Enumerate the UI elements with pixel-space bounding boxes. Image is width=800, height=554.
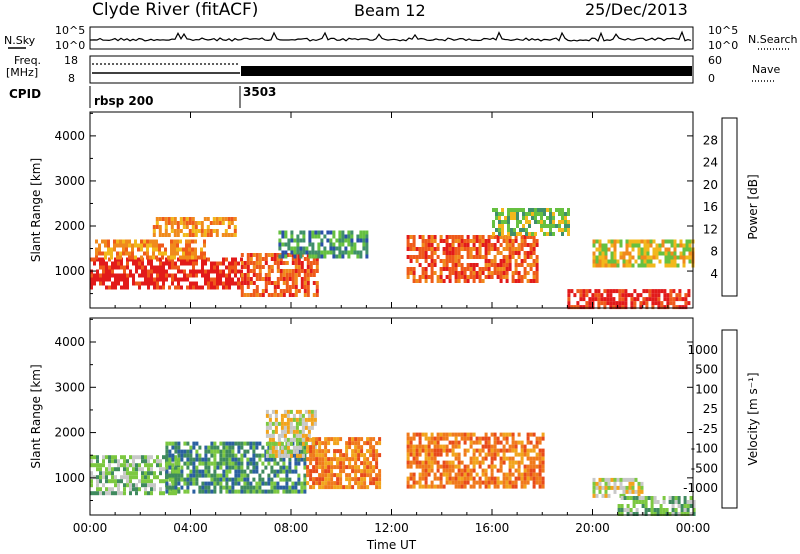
freq-panel-frame (89, 55, 694, 84)
freq-label: Freq. (14, 54, 41, 67)
y-tick-label: 1000 (54, 264, 85, 278)
colorbar-tick-label: -100 (691, 442, 718, 456)
x-tick-label: 00:00 (676, 521, 711, 535)
power-panel: 1000 2000 3000 4000 Slant Range [km] 4 8 12 16 20… (29, 111, 760, 310)
colorbar-tick-label: 28 (703, 133, 718, 147)
echo-region (165, 441, 307, 494)
station-title: Clyde River (fitACF) (92, 0, 258, 20)
nsearch-tick-bottom: 10^0 (708, 39, 738, 52)
nsky-label: N.Sky (4, 34, 36, 47)
colorbar-tick-label: -1000 (683, 481, 718, 495)
x-tick-label: 00:00 (73, 521, 108, 535)
colorbar-label: Velocity [m s⁻¹] (746, 372, 760, 465)
cpid-segment-2: 3503 (243, 85, 276, 99)
colorbar-tick-label: 24 (703, 156, 718, 170)
colorbar-tick-label: -500 (691, 461, 718, 475)
nsky-tick-bottom: 10^0 (55, 39, 85, 52)
y-tick-label: 2000 (54, 426, 85, 440)
echo-region (90, 455, 180, 496)
date-title: 25/Dec/2013 (585, 0, 688, 19)
x-axis-label: Time UT (366, 538, 417, 552)
echo-region (406, 432, 545, 489)
echo-region (95, 239, 206, 260)
freq-unit: [MHz] (6, 66, 38, 79)
nsearch-label: N.Search (748, 33, 798, 46)
colorbar-tick-label: 20 (703, 178, 718, 192)
velocity-panel: 1000 2000 3000 4000 00:00 04:00 08:00 12:00 16:0… (29, 317, 760, 552)
x-tick-label: 20:00 (575, 521, 610, 535)
colorbar-tick-label: -25 (698, 422, 718, 436)
colorbar-tick-label: 25 (703, 402, 718, 416)
colorbar-tick-label: 500 (695, 363, 718, 377)
colorbar-frame (721, 329, 738, 509)
echo-region (278, 230, 369, 259)
y-tick-label: 2000 (54, 219, 85, 233)
colorbar-tick-label: 16 (703, 200, 718, 214)
nave-tick-bottom: 0 (708, 72, 715, 85)
colorbar-tick-label: 8 (710, 245, 718, 259)
echo-region (90, 257, 243, 290)
colorbar-tick-label: 12 (703, 222, 718, 236)
freq-band-late (241, 66, 692, 76)
echo-region (240, 253, 319, 297)
y-tick-label: 3000 (54, 174, 85, 188)
x-tick-label: 12:00 (374, 521, 409, 535)
echo-region (592, 477, 644, 498)
echo-region (406, 235, 539, 283)
y-tick-label: 1000 (54, 471, 85, 485)
x-tick-label: 16:00 (475, 521, 510, 535)
nsky-tick-top: 10^5 (55, 24, 85, 37)
echo-region (152, 217, 237, 237)
colorbar-tick-label: 100 (695, 382, 718, 396)
echo-region (265, 409, 317, 458)
echo-region (617, 496, 696, 516)
cpid-segment-1: rbsp 200 (94, 94, 153, 108)
cpid-label: CPID (9, 87, 41, 101)
y-tick-label: 4000 (54, 129, 85, 143)
echo-region (306, 437, 382, 490)
nsky-trace (90, 30, 692, 43)
nave-label: Nave (752, 63, 780, 76)
x-tick-label: 08:00 (274, 521, 309, 535)
colorbar-tick-label: 4 (710, 267, 718, 281)
y-axis-label: Slant Range [km] (29, 364, 43, 468)
y-axis-label: Slant Range [km] (29, 158, 43, 262)
nsearch-tick-top: 10^5 (708, 24, 738, 37)
beam-title: Beam 12 (354, 1, 426, 20)
echo-region (567, 289, 691, 310)
freq-tick-top: 18 (64, 54, 78, 67)
echo-region (592, 239, 695, 268)
colorbar-frame (721, 117, 738, 297)
y-tick-label: 3000 (54, 380, 85, 394)
x-tick-label: 04:00 (173, 521, 208, 535)
colorbar-tick-label: 1000 (687, 343, 718, 357)
nave-tick-top: 60 (708, 54, 722, 67)
nsky-panel-frame (89, 26, 694, 50)
echo-region (492, 208, 570, 236)
freq-tick-bottom: 8 (68, 72, 75, 85)
colorbar-label: Power [dB] (746, 174, 760, 239)
panel-frame (89, 317, 694, 516)
y-tick-label: 4000 (54, 335, 85, 349)
